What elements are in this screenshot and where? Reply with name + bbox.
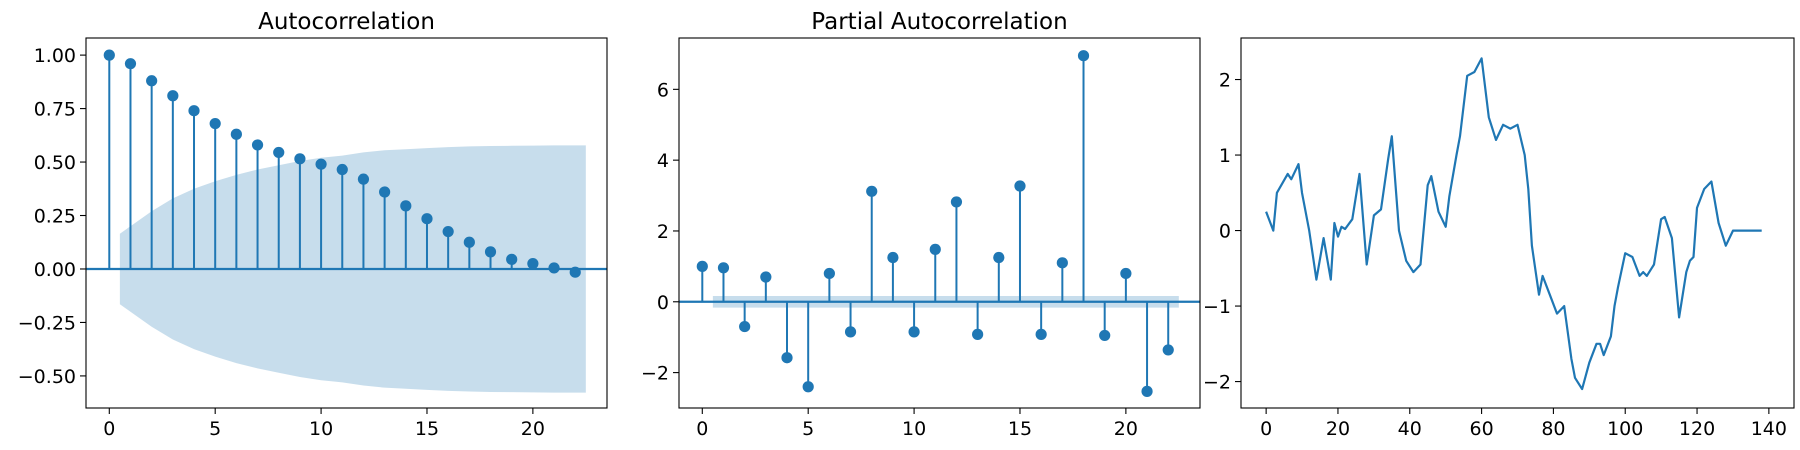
x-tick-label: 60 (1469, 418, 1493, 440)
stem-marker (357, 173, 370, 185)
stem-marker (1035, 328, 1047, 340)
stem-marker (484, 246, 497, 258)
stem-marker (844, 326, 857, 338)
stem-marker (823, 267, 835, 280)
y-tick-label: −0.50 (18, 366, 76, 388)
stem-marker (569, 266, 581, 278)
stem-marker (506, 253, 518, 265)
y-tick-label: 1 (1219, 145, 1231, 167)
x-tick-label: 0 (1260, 418, 1272, 440)
series-panel: 0 20 40 60 80 100 120 140 2 1 0 −1 −2 (1203, 37, 1795, 440)
stem-marker (696, 260, 708, 272)
y-tick-label: 0.25 (34, 206, 76, 228)
y-tick-label: −1 (1203, 296, 1231, 318)
stem-marker (802, 381, 814, 393)
stem-marker (972, 328, 984, 340)
x-tick-label: 0 (103, 418, 115, 440)
y-tick-label: 0.50 (34, 152, 76, 174)
stem-marker (379, 186, 391, 198)
y-tick-label: 1.00 (34, 45, 76, 67)
x-tick-label: 15 (415, 418, 439, 440)
stem-marker (1120, 267, 1132, 280)
x-tick-label: 15 (1008, 418, 1032, 440)
stem-marker (463, 236, 475, 248)
stem-marker (315, 158, 327, 170)
stem-marker (908, 326, 920, 338)
stem-marker (1056, 257, 1068, 269)
stem-marker (103, 49, 115, 61)
stem-marker (167, 90, 179, 102)
stem-marker (548, 262, 560, 274)
pacf-title: Partial Autocorrelation (811, 9, 1067, 35)
acf-panel: Autocorrelation 0 5 10 15 20 1.00 0.75 0.50 0.25… (18, 9, 608, 440)
y-tick-label: −0.25 (18, 312, 76, 334)
stem-marker (781, 352, 793, 364)
stem-marker (230, 128, 242, 140)
stem-marker (1099, 329, 1111, 342)
stem-marker (146, 75, 158, 87)
y-tick-label: 0 (657, 292, 669, 314)
y-tick-label: 4 (657, 150, 669, 172)
stem-marker (251, 139, 264, 151)
stem-marker (739, 320, 751, 333)
stem-marker (294, 153, 306, 165)
x-tick-label: 100 (1607, 418, 1643, 440)
y-tick-label: 0.75 (34, 99, 76, 121)
stem-marker (717, 262, 730, 274)
acf-title: Autocorrelation (258, 9, 435, 35)
y-tick-label: −2 (1203, 372, 1231, 394)
y-tick-label: 2 (657, 221, 669, 243)
x-tick-label: 20 (1114, 418, 1138, 440)
x-tick-label: 80 (1541, 418, 1565, 440)
stem-marker (273, 146, 285, 159)
axes-frame (1240, 37, 1795, 409)
axes-frame (85, 37, 608, 409)
x-tick-label: 20 (521, 418, 545, 440)
stem-marker (209, 117, 221, 130)
plot-area (679, 50, 1200, 397)
stem-marker (1141, 385, 1153, 397)
y-tick-label: 0.00 (34, 259, 76, 281)
stem-marker (760, 271, 772, 283)
stem-marker (993, 251, 1005, 264)
stem-marker (400, 200, 412, 212)
stem-marker (336, 163, 348, 176)
stem-marker (442, 225, 454, 238)
axes-frame (678, 37, 1201, 409)
y-tick-label: 6 (657, 79, 669, 101)
stem-marker (887, 251, 899, 264)
x-tick-label: 5 (802, 418, 814, 440)
stem-marker (1014, 180, 1026, 192)
x-tick-label: 5 (209, 418, 221, 440)
stem-marker (421, 213, 433, 225)
stem-marker (188, 105, 200, 117)
stem-marker (1077, 50, 1090, 62)
x-tick-label: 0 (696, 418, 708, 440)
stem-marker (1162, 344, 1174, 356)
stem-marker (527, 258, 539, 270)
stem-marker (866, 185, 878, 197)
plot-area (86, 49, 607, 393)
plot-area (1265, 57, 1762, 391)
x-tick-label: 20 (1326, 418, 1350, 440)
x-tick-label: 140 (1751, 418, 1787, 440)
x-tick-label: 10 (309, 418, 333, 440)
x-tick-label: 40 (1398, 418, 1422, 440)
stem-marker (124, 58, 137, 70)
y-tick-label: 2 (1219, 70, 1231, 92)
y-tick-label: 0 (1219, 221, 1231, 243)
stem-marker (929, 243, 941, 255)
series-line (1265, 57, 1762, 391)
x-tick-label: 10 (902, 418, 926, 440)
x-tick-label: 120 (1679, 418, 1715, 440)
y-tick-label: −2 (641, 363, 669, 385)
stem-marker (950, 196, 963, 208)
